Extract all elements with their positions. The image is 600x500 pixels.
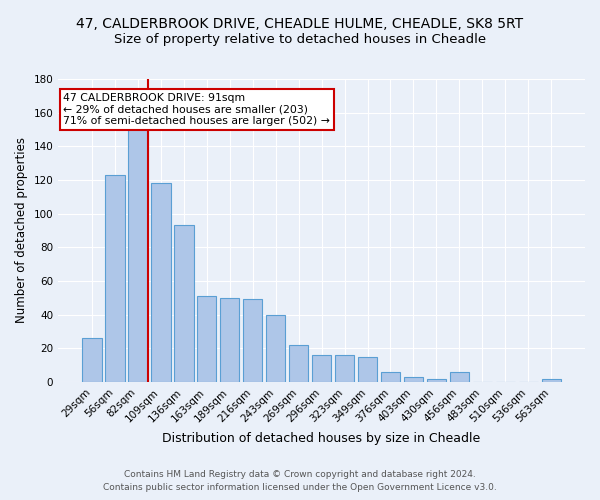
- Text: 47 CALDERBROOK DRIVE: 91sqm
← 29% of detached houses are smaller (203)
71% of se: 47 CALDERBROOK DRIVE: 91sqm ← 29% of det…: [64, 92, 331, 126]
- Bar: [151, 184, 170, 382]
- Bar: [335, 355, 355, 382]
- Bar: [243, 300, 262, 382]
- Bar: [174, 226, 194, 382]
- Bar: [266, 314, 286, 382]
- Text: 47, CALDERBROOK DRIVE, CHEADLE HULME, CHEADLE, SK8 5RT: 47, CALDERBROOK DRIVE, CHEADLE HULME, CH…: [76, 18, 524, 32]
- Bar: [427, 378, 446, 382]
- Bar: [404, 377, 423, 382]
- Bar: [312, 355, 331, 382]
- Bar: [82, 338, 101, 382]
- Bar: [128, 128, 148, 382]
- Bar: [358, 356, 377, 382]
- Bar: [289, 345, 308, 382]
- Text: Size of property relative to detached houses in Cheadle: Size of property relative to detached ho…: [114, 32, 486, 46]
- Bar: [105, 175, 125, 382]
- X-axis label: Distribution of detached houses by size in Cheadle: Distribution of detached houses by size …: [163, 432, 481, 445]
- Y-axis label: Number of detached properties: Number of detached properties: [15, 138, 28, 324]
- Bar: [449, 372, 469, 382]
- Text: Contains public sector information licensed under the Open Government Licence v3: Contains public sector information licen…: [103, 484, 497, 492]
- Bar: [381, 372, 400, 382]
- Bar: [220, 298, 239, 382]
- Bar: [542, 378, 561, 382]
- Text: Contains HM Land Registry data © Crown copyright and database right 2024.: Contains HM Land Registry data © Crown c…: [124, 470, 476, 479]
- Bar: [197, 296, 217, 382]
